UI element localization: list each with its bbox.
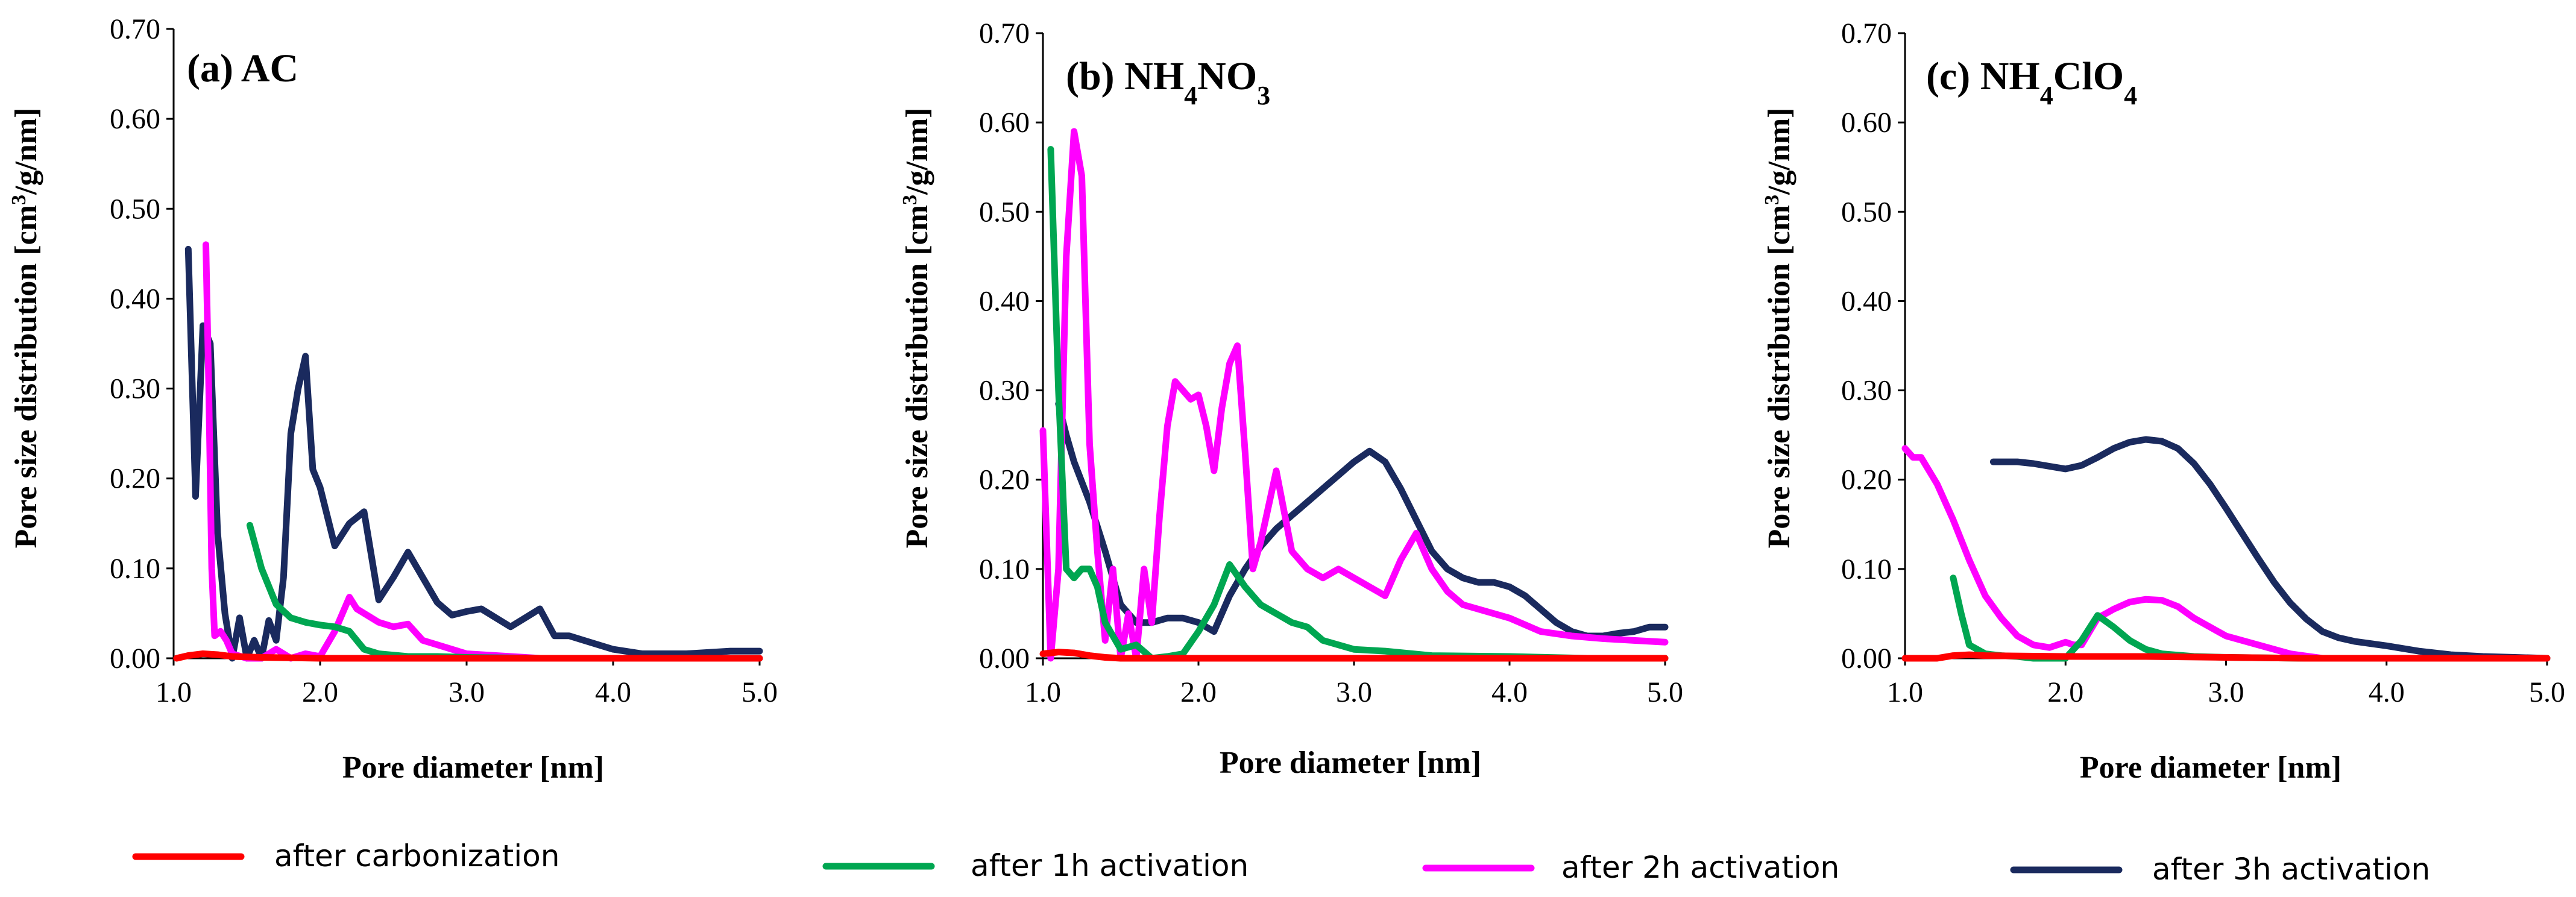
x-tick-label: 4.0 xyxy=(595,676,631,708)
panel-b-plot-area: 0.00 0.10 0.20 0.30 0.40 0.50 0.60 0.70 1.0 2.0 3.… xyxy=(979,17,1683,708)
x-tick-label: 4.0 xyxy=(2369,676,2405,708)
panel-c-ylabel: Pore size distribution [cm3/g/nm] xyxy=(1761,108,1797,549)
panel-a: 0.00 0.10 0.20 0.30 0.40 0.50 0.60 0.70 1.0 2.0 3.… xyxy=(8,13,778,785)
y-tick-label: 0.50 xyxy=(979,196,1030,228)
x-tick-label: 5.0 xyxy=(1647,676,1683,708)
x-tick-label: 1.0 xyxy=(1025,676,1061,708)
x-tick-label: 2.0 xyxy=(2047,676,2083,708)
y-tick-label: 0.50 xyxy=(110,193,160,225)
x-tick-label: 4.0 xyxy=(1491,676,1528,708)
y-tick-label: 0.10 xyxy=(110,553,160,585)
legend-label-2h-activation: after 2h activation xyxy=(1561,850,1839,885)
panel-c: 0.00 0.10 0.20 0.30 0.40 0.50 0.60 0.70 1.0 2.0 3.… xyxy=(1761,17,2566,785)
y-tick-label: 0.40 xyxy=(979,285,1030,317)
y-tick-label: 0.60 xyxy=(1841,107,1892,139)
y-tick-label: 0.00 xyxy=(979,643,1030,675)
y-tick-label: 0.20 xyxy=(110,463,160,495)
y-tick-label: 0.70 xyxy=(1841,17,1892,49)
y-tick-label: 0.30 xyxy=(979,375,1030,407)
panel-b-label: (b) NH4NO3 xyxy=(1066,54,1270,110)
y-tick-label: 0.10 xyxy=(979,553,1030,585)
legend-label-3h-activation: after 3h activation xyxy=(2152,852,2430,887)
y-tick-label: 0.60 xyxy=(979,107,1030,139)
series-line-after-carbonization xyxy=(1039,649,1669,662)
panel-a-plot-area: 0.00 0.10 0.20 0.30 0.40 0.50 0.60 0.70 1.0 2.0 3.… xyxy=(110,13,778,708)
y-tick-label: 0.10 xyxy=(1841,553,1892,585)
x-tick-label: 3.0 xyxy=(2208,676,2244,708)
x-tick-label: 2.0 xyxy=(1180,676,1217,708)
y-tick-label: 0.30 xyxy=(1841,375,1892,407)
y-tick-label: 0.00 xyxy=(1841,643,1892,675)
legend: after carbonization after 1h activation … xyxy=(132,839,2430,887)
series-line-after-carbonization xyxy=(1901,651,2551,662)
panel-b: 0.00 0.10 0.20 0.30 0.40 0.50 0.60 0.70 1.0 2.0 3.… xyxy=(899,17,1684,780)
panel-b-xlabel: Pore diameter [nm] xyxy=(1220,746,1481,780)
x-tick-label: 3.0 xyxy=(1336,676,1372,708)
y-tick-label: 0.40 xyxy=(110,283,160,315)
y-tick-label: 0.30 xyxy=(110,373,160,405)
series-line-after-carbonization xyxy=(173,650,763,662)
panel-b-ylabel: Pore size distribution [cm3/g/nm] xyxy=(899,108,935,549)
panel-c-xlabel: Pore diameter [nm] xyxy=(2080,751,2341,785)
x-tick-label: 1.0 xyxy=(156,676,192,708)
legend-label-carbonization: after carbonization xyxy=(274,839,559,873)
x-tick-label: 5.0 xyxy=(2529,676,2565,708)
panel-a-xlabel: Pore diameter [nm] xyxy=(342,751,604,785)
x-tick-label: 1.0 xyxy=(1887,676,1923,708)
y-tick-label: 0.40 xyxy=(1841,285,1892,317)
panel-c-plot-area: 0.00 0.10 0.20 0.30 0.40 0.50 0.60 0.70 1.0 2.0 3.… xyxy=(1841,17,2565,708)
y-tick-label: 0.60 xyxy=(110,103,160,135)
panel-a-ylabel: Pore size distribution [cm3/g/nm] xyxy=(8,108,44,549)
panel-a-label: (a) AC xyxy=(187,46,298,90)
series-line-after-2h-activation xyxy=(1901,445,2551,662)
x-tick-label: 5.0 xyxy=(742,676,778,708)
y-tick-label: 0.70 xyxy=(979,17,1030,49)
y-tick-label: 0.50 xyxy=(1841,196,1892,228)
x-tick-label: 3.0 xyxy=(449,676,485,708)
series-line-after-1h-activation xyxy=(1047,146,1669,662)
panel-c-label: (c) NH4ClO4 xyxy=(1926,54,2137,110)
series-line-after-2h-activation xyxy=(203,241,763,662)
legend-label-1h-activation: after 1h activation xyxy=(971,848,1249,883)
y-tick-label: 0.00 xyxy=(110,643,160,675)
y-tick-label: 0.20 xyxy=(979,464,1030,496)
series-line-after-1h-activation xyxy=(246,521,763,662)
x-tick-label: 2.0 xyxy=(302,676,338,708)
y-tick-label: 0.70 xyxy=(110,13,160,45)
series-line-after-3h-activation xyxy=(1055,400,1669,640)
y-tick-label: 0.20 xyxy=(1841,464,1892,496)
series-line-after-3h-activation xyxy=(1989,436,2551,662)
series-line-after-3h-activation xyxy=(184,245,763,662)
series-line-after-2h-activation xyxy=(1039,128,1669,662)
